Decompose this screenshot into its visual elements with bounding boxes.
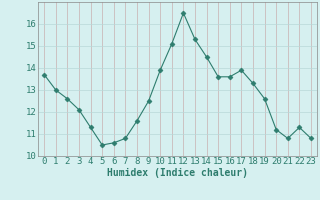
X-axis label: Humidex (Indice chaleur): Humidex (Indice chaleur): [107, 168, 248, 178]
